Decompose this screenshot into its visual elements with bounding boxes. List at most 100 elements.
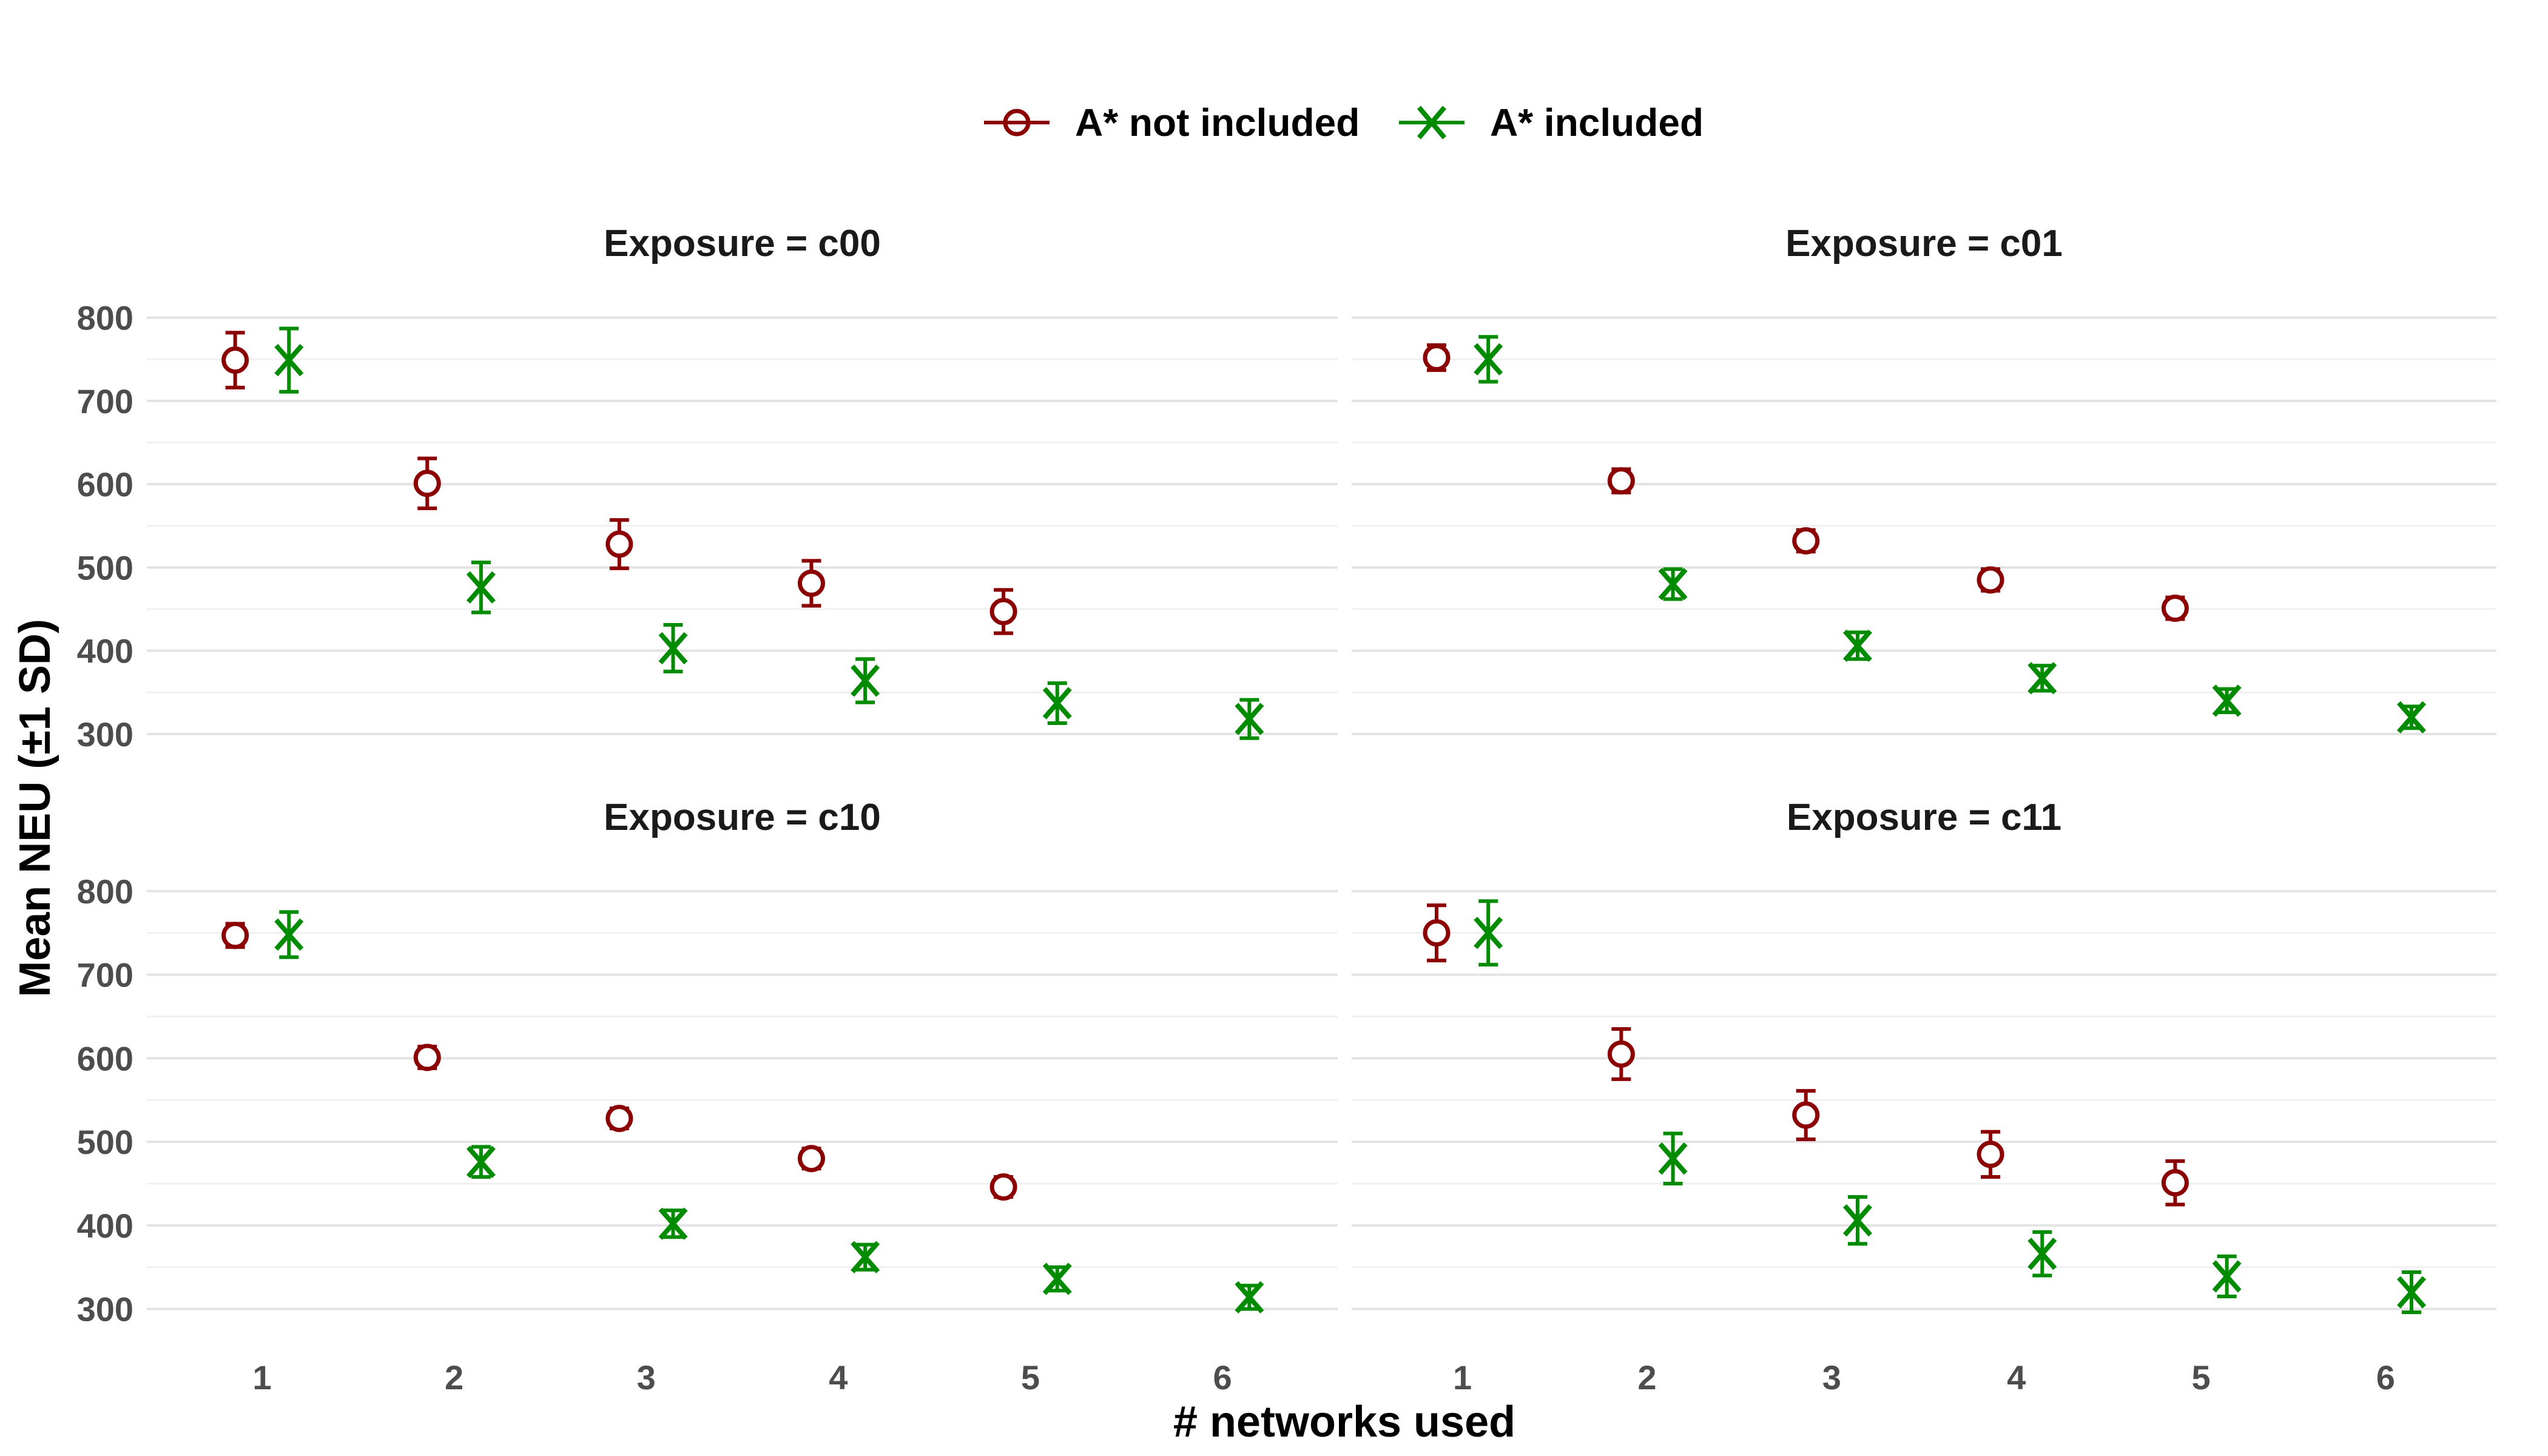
data-point bbox=[1042, 1262, 1072, 1295]
data-point bbox=[1607, 1027, 1635, 1081]
marker-cross bbox=[2212, 1260, 2242, 1293]
y-tick-label: 300 bbox=[77, 1290, 133, 1329]
marker-circle bbox=[2161, 595, 2189, 622]
legend-item-not-included[interactable]: A* not included bbox=[984, 101, 1360, 144]
data-point bbox=[2027, 1230, 2057, 1278]
marker-circle bbox=[797, 569, 825, 597]
marker-cross bbox=[1474, 917, 1503, 949]
x-tick-label: 5 bbox=[2191, 1358, 2210, 1397]
data-point bbox=[989, 1173, 1017, 1201]
x-tick-label: 6 bbox=[1213, 1358, 1232, 1397]
x-axis-title: # networks used bbox=[1173, 1398, 1515, 1446]
data-point bbox=[1842, 1195, 1872, 1246]
marker-cross bbox=[1235, 703, 1264, 735]
marker-circle bbox=[413, 470, 441, 497]
x-tick-label: 5 bbox=[1021, 1358, 1040, 1397]
panel-4: Exposure = c11 1 2 3 4 5 6 bbox=[1352, 797, 2496, 1397]
y-axis-title: Mean NEU (±1 SD) bbox=[11, 619, 59, 997]
marker-circle bbox=[1423, 919, 1451, 947]
data-point bbox=[851, 1241, 880, 1273]
data-point bbox=[2396, 1270, 2427, 1315]
data-point bbox=[658, 1207, 688, 1240]
marker-circle bbox=[1977, 1141, 2004, 1168]
data-point bbox=[1792, 1089, 1820, 1142]
legend-key-circle-icon bbox=[1003, 109, 1031, 136]
panel-2: Exposure = c01 bbox=[1352, 223, 2496, 735]
panel-title: Exposure = c01 bbox=[1785, 223, 2063, 265]
data-point bbox=[851, 657, 880, 704]
legend-label-included: A* included bbox=[1490, 101, 1704, 144]
panel-title: Exposure = c11 bbox=[1787, 797, 2061, 838]
x-tick-label: 2 bbox=[445, 1358, 463, 1397]
y-tick-label: 800 bbox=[77, 872, 133, 911]
marker-circle bbox=[1792, 1101, 1820, 1129]
y-tick-label: 600 bbox=[77, 1039, 133, 1077]
data-point bbox=[1474, 899, 1503, 967]
data-point bbox=[1423, 343, 1451, 372]
marker-cross bbox=[274, 918, 304, 951]
data-point bbox=[1235, 698, 1264, 740]
data-point bbox=[1842, 629, 1872, 662]
marker-cross bbox=[658, 1207, 688, 1240]
marker-circle bbox=[989, 598, 1017, 625]
panel-3: Exposure = c10 300 400 500 600 700 800 1 2 3 4 5 6 bbox=[77, 797, 1338, 1397]
data-point bbox=[2212, 1254, 2242, 1298]
x-tick-label: 2 bbox=[1637, 1358, 1656, 1397]
data-point bbox=[1235, 1281, 1264, 1314]
x-tick-label: 1 bbox=[252, 1358, 271, 1397]
y-tick-label: 500 bbox=[77, 548, 133, 587]
legend-item-included[interactable]: A* included bbox=[1399, 101, 1704, 144]
marker-circle bbox=[797, 1145, 825, 1173]
panel-title: Exposure = c10 bbox=[604, 797, 881, 838]
legend: A* not included A* included bbox=[984, 101, 1704, 144]
marker-cross bbox=[851, 1241, 880, 1273]
marker-circle bbox=[989, 1173, 1017, 1201]
marker-circle bbox=[1792, 527, 1820, 554]
marker-cross bbox=[1658, 1142, 1688, 1175]
data-point bbox=[1658, 1131, 1688, 1186]
data-point bbox=[466, 1145, 496, 1179]
data-point bbox=[221, 331, 249, 389]
y-tick-label: 500 bbox=[77, 1123, 133, 1161]
marker-cross bbox=[851, 664, 880, 697]
data-point bbox=[413, 1043, 441, 1071]
x-tick-label: 1 bbox=[1453, 1358, 1472, 1397]
y-tick-label: 300 bbox=[77, 715, 133, 753]
data-point bbox=[797, 559, 825, 608]
marker-circle bbox=[1607, 1040, 1635, 1068]
data-point bbox=[466, 561, 496, 615]
marker-circle bbox=[1423, 344, 1451, 371]
y-tick-label: 600 bbox=[77, 465, 133, 504]
marker-cross bbox=[1658, 568, 1688, 601]
panel-1: Exposure = c00 300 400 500 600 700 800 bbox=[77, 223, 1338, 753]
x-tick-label: 4 bbox=[2007, 1358, 2026, 1397]
y-tick-label: 800 bbox=[77, 299, 133, 337]
data-point bbox=[605, 518, 633, 570]
data-point bbox=[2161, 1159, 2189, 1207]
data-point bbox=[2027, 662, 2057, 695]
marker-cross bbox=[658, 632, 688, 665]
data-point bbox=[1607, 467, 1635, 495]
marker-cross bbox=[1842, 629, 1872, 662]
data-point bbox=[2212, 684, 2242, 717]
marker-cross bbox=[2027, 662, 2057, 695]
marker-cross bbox=[1042, 687, 1072, 720]
y-tick-label: 700 bbox=[77, 382, 133, 420]
y-tick-label: 400 bbox=[77, 1207, 133, 1245]
data-point bbox=[1658, 567, 1688, 601]
y-tick-label: 700 bbox=[77, 956, 133, 994]
legend-label-not-included: A* not included bbox=[1075, 101, 1360, 144]
data-point bbox=[221, 922, 249, 949]
marker-circle bbox=[1977, 566, 2004, 594]
data-point bbox=[1792, 527, 1820, 554]
marker-cross bbox=[1235, 1281, 1264, 1314]
x-tick-label: 4 bbox=[829, 1358, 848, 1397]
data-point bbox=[274, 910, 304, 959]
data-point bbox=[658, 623, 688, 673]
data-point bbox=[797, 1145, 825, 1173]
y-tick-label: 400 bbox=[77, 632, 133, 670]
panel-title: Exposure = c00 bbox=[604, 223, 881, 265]
data-point bbox=[1474, 335, 1503, 384]
data-point bbox=[2396, 701, 2427, 734]
